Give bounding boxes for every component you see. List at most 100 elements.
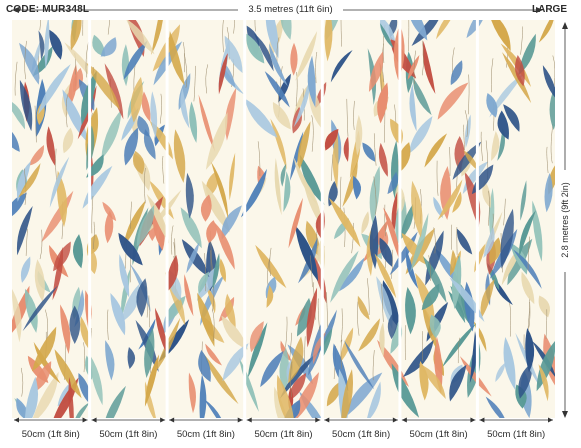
leaf-shape bbox=[38, 64, 71, 115]
leaf-shape bbox=[357, 295, 370, 321]
leaf-shape bbox=[341, 369, 354, 418]
leaf-shape bbox=[512, 249, 542, 289]
leaf-shape bbox=[73, 234, 83, 269]
leaf-shape bbox=[532, 200, 543, 262]
leaf-shape bbox=[141, 91, 151, 123]
leaf-shape bbox=[265, 20, 279, 59]
arrow-left-icon bbox=[14, 417, 19, 423]
leaf-shape bbox=[330, 49, 353, 83]
leaf-shape bbox=[54, 349, 82, 399]
panel-seam bbox=[398, 20, 402, 418]
leaf-shape bbox=[469, 331, 478, 384]
stem-line bbox=[25, 228, 28, 256]
stem-line bbox=[267, 257, 271, 286]
leaf-shape bbox=[379, 237, 393, 267]
leaf-shape bbox=[322, 328, 333, 357]
leaf-shape bbox=[181, 239, 210, 278]
leaf-shape bbox=[247, 322, 268, 378]
leaf-shape bbox=[34, 259, 45, 302]
leaf-shape bbox=[503, 104, 520, 132]
leaf-shape bbox=[332, 131, 339, 190]
leaf-shape bbox=[70, 20, 82, 51]
leaf-shape bbox=[449, 277, 485, 323]
leaf-shape bbox=[229, 152, 236, 201]
stem-line bbox=[310, 255, 313, 288]
stem-line bbox=[20, 367, 24, 397]
stem-line bbox=[204, 253, 207, 292]
leaf-shape bbox=[12, 192, 27, 220]
leaf-shape bbox=[500, 208, 514, 269]
leaf-shape bbox=[429, 314, 441, 339]
leaf-shape bbox=[92, 34, 105, 57]
stem-line bbox=[290, 361, 293, 398]
leaf-shape bbox=[383, 207, 401, 262]
arrow-right-icon bbox=[392, 417, 398, 423]
leaf-shape bbox=[138, 318, 156, 350]
stem-line bbox=[212, 309, 215, 341]
leaf-shape bbox=[198, 350, 211, 382]
leaf-shape bbox=[12, 98, 25, 130]
leaf-shape bbox=[491, 130, 500, 162]
leaf-shape bbox=[324, 20, 333, 62]
leaf-shape bbox=[405, 287, 416, 335]
leaf-shape bbox=[280, 20, 292, 40]
leaf-shape bbox=[89, 353, 103, 406]
leaf-shape bbox=[64, 42, 102, 88]
leaf-shape bbox=[276, 374, 295, 418]
stem-line bbox=[373, 133, 377, 166]
stem-line bbox=[39, 20, 42, 31]
leaf-shape bbox=[361, 211, 370, 234]
leaf-shape bbox=[295, 31, 318, 81]
panel-seam bbox=[165, 20, 169, 418]
leaf-shape bbox=[483, 226, 495, 258]
stem-line bbox=[162, 155, 165, 184]
stem-line bbox=[205, 64, 209, 94]
leaf-shape bbox=[279, 352, 318, 399]
stem-line bbox=[193, 65, 196, 102]
stem-line bbox=[315, 51, 318, 84]
leaf-shape bbox=[489, 237, 501, 265]
leaf-shape bbox=[411, 180, 423, 238]
stem-line bbox=[373, 176, 377, 215]
leaf-shape bbox=[489, 73, 524, 118]
panel-width-label: 50cm (1ft 8in) bbox=[21, 429, 80, 440]
stem-line bbox=[490, 58, 494, 93]
leaf-shape bbox=[18, 163, 41, 198]
stem-line bbox=[144, 167, 146, 204]
leaf-shape bbox=[503, 336, 516, 390]
leaf-shape bbox=[433, 196, 443, 219]
leaf-shape bbox=[411, 20, 444, 46]
leaf-shape bbox=[288, 336, 304, 384]
leaf-shape bbox=[60, 304, 71, 354]
leaf-shape bbox=[31, 326, 57, 372]
leaf-shape bbox=[154, 307, 168, 357]
leaf-shape bbox=[146, 194, 170, 244]
leaf-shape bbox=[200, 194, 212, 222]
leaf-shape bbox=[186, 242, 200, 274]
stem-line bbox=[509, 302, 511, 337]
leaf-shape bbox=[205, 343, 223, 366]
stem-line bbox=[367, 278, 370, 316]
leaf-shape bbox=[380, 23, 394, 49]
leaf-shape bbox=[136, 205, 155, 247]
leaf-shape bbox=[12, 125, 20, 152]
stem-line bbox=[428, 255, 431, 281]
panel-width-label: 50cm (1ft 8in) bbox=[487, 429, 546, 440]
leaf-shape bbox=[28, 144, 44, 166]
stem-line bbox=[289, 332, 293, 359]
leaf-shape bbox=[118, 232, 143, 266]
leaf-shape bbox=[448, 290, 466, 324]
panel-width-label: 50cm (1ft 8in) bbox=[409, 429, 468, 440]
panel-dimension-lines bbox=[14, 417, 553, 423]
leaf-shape bbox=[307, 55, 316, 108]
leaf-shape bbox=[274, 386, 290, 418]
leaf-shape bbox=[343, 136, 349, 162]
leaf-shape bbox=[290, 42, 298, 76]
stem-line bbox=[552, 55, 555, 88]
arrow-right-icon bbox=[548, 417, 553, 423]
leaf-shape bbox=[497, 128, 505, 161]
leaf-shape bbox=[352, 175, 361, 200]
stem-line bbox=[343, 207, 346, 248]
leaf-shape bbox=[244, 98, 278, 138]
leaf-shape bbox=[101, 385, 126, 418]
